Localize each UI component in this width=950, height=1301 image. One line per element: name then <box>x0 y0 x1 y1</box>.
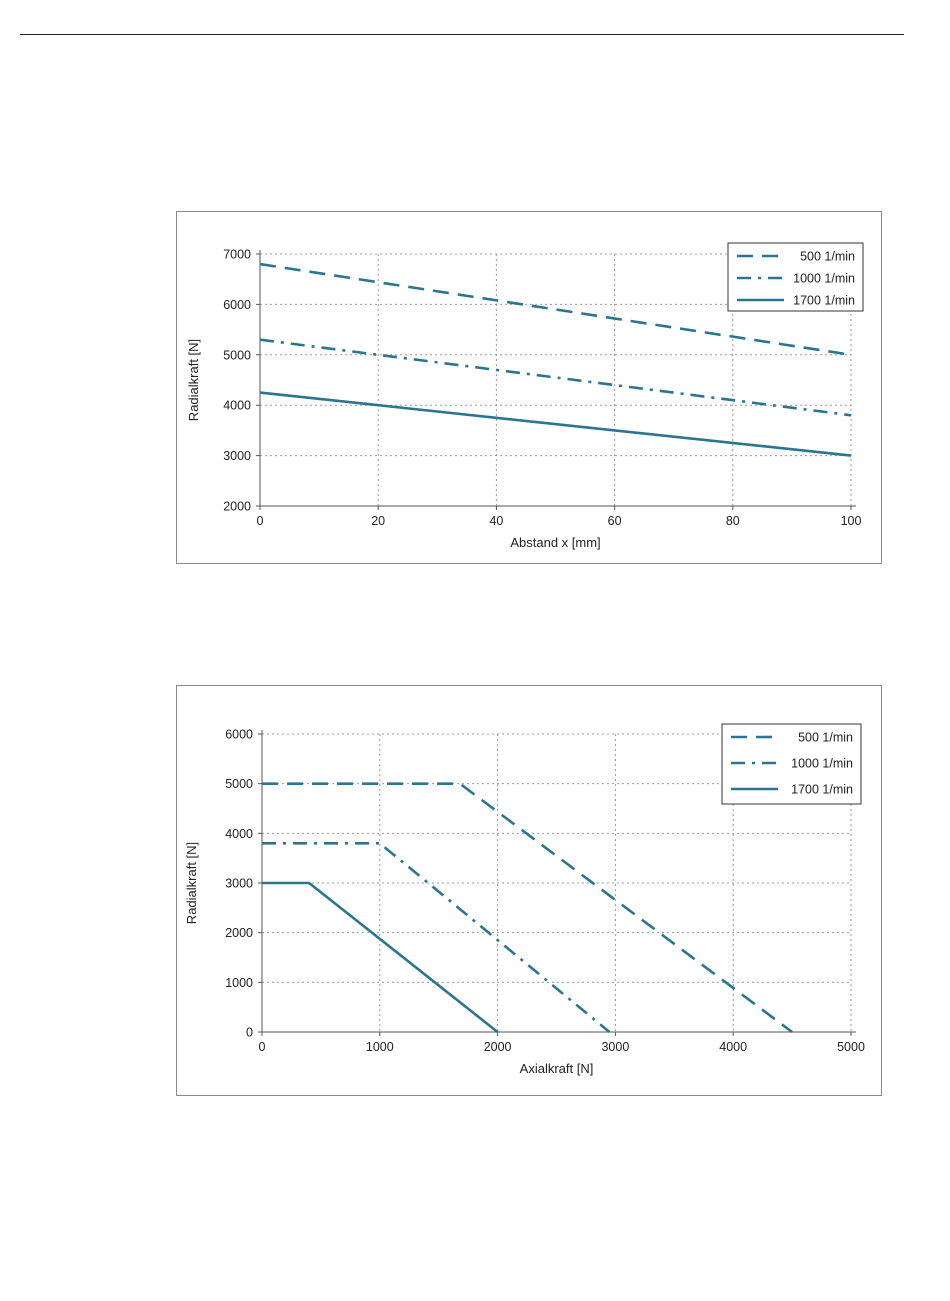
x-tick-label-2: 40 <box>489 514 503 528</box>
x-tick-label-5: 5000 <box>837 1040 865 1054</box>
series-line-2 <box>262 881 499 1034</box>
header-rule <box>20 34 904 35</box>
y-tick-label-6: 6000 <box>225 728 253 742</box>
x-tick-label-5: 100 <box>841 514 862 528</box>
y-tick-label-3: 3000 <box>225 877 253 891</box>
legend-label-2: 1700 1/min <box>793 294 855 308</box>
legend-label-0: 500 1/min <box>798 731 853 745</box>
x-tick-label-0: 0 <box>257 514 264 528</box>
x-tick-label-0: 0 <box>259 1040 266 1054</box>
x-tick-label-3: 60 <box>608 514 622 528</box>
y-tick-label-2: 2000 <box>225 926 253 940</box>
chart-radial-vs-distance-svg: 0 20 40 60 80 100 2000 3000 4000 5000 6000 7000 Abst… <box>186 242 864 550</box>
series-line-2 <box>259 391 852 457</box>
y-tick-label-0: 0 <box>246 1026 253 1040</box>
y-tick-label-1: 3000 <box>223 449 251 463</box>
x-tick-label-1: 1000 <box>366 1040 394 1054</box>
series-line-1 <box>262 841 611 1034</box>
y-tick-label-4: 4000 <box>225 827 253 841</box>
x-tick-label-2: 2000 <box>484 1040 512 1054</box>
legend: 500 1/min 1000 1/min 1700 1/min <box>727 242 864 312</box>
y-tick-label-5: 5000 <box>225 777 253 791</box>
chart-radial-vs-axial-svg: 0 1000 2000 3000 4000 5000 0 1000 2000 3000 4000 50… <box>184 723 865 1076</box>
y-tick-label-3: 5000 <box>223 348 251 362</box>
series-line-0 <box>262 782 793 1034</box>
x-tick-label-4: 4000 <box>719 1040 747 1054</box>
x-axis-label: Abstand x [mm] <box>510 535 600 550</box>
y-tick-label-4: 6000 <box>223 298 251 312</box>
x-axis-label: Axialkraft [N] <box>520 1061 594 1076</box>
x-tick-label-3: 3000 <box>601 1040 629 1054</box>
legend-label-1: 1000 1/min <box>793 272 855 286</box>
y-tick-label-2: 4000 <box>223 399 251 413</box>
legend-label-1: 1000 1/min <box>791 757 853 771</box>
x-tick-label-4: 80 <box>726 514 740 528</box>
legend: 500 1/min 1000 1/min 1700 1/min <box>721 723 862 805</box>
legend-label-2: 1700 1/min <box>791 783 853 797</box>
y-axis-label: Radialkraft [N] <box>186 339 201 421</box>
legend-label-0: 500 1/min <box>800 250 855 264</box>
chart-radial-vs-distance: 0 20 40 60 80 100 2000 3000 4000 5000 6000 7000 Abst… <box>176 211 882 564</box>
y-tick-label-1: 1000 <box>225 976 253 990</box>
chart-radial-vs-axial: 0 1000 2000 3000 4000 5000 0 1000 2000 3000 4000 50… <box>176 685 882 1096</box>
x-tick-label-1: 20 <box>371 514 385 528</box>
series-line-1 <box>259 338 852 417</box>
y-tick-label-5: 7000 <box>223 248 251 262</box>
y-tick-label-0: 2000 <box>223 500 251 514</box>
y-axis-label: Radialkraft [N] <box>184 842 199 924</box>
